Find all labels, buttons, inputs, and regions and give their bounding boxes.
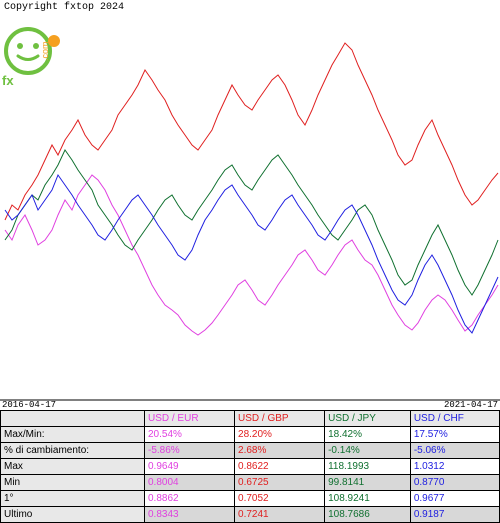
cell-usd_chf: 0.9187 [410, 507, 499, 523]
stats-table: USD / EUR USD / GBP USD / JPY USD / CHF … [0, 410, 500, 523]
cell-usd_jpy: 18.42% [325, 427, 411, 443]
currency-chart: fx .com 2016-04-17 2021-04-17 [0, 15, 500, 410]
table-row: Max/Min:20.54%28.20%18.42%17.57% [1, 427, 500, 443]
cell-usd_chf: 0.9677 [410, 491, 499, 507]
x-axis: 2016-04-17 2021-04-17 [0, 400, 500, 410]
header-usd-gbp: USD / GBP [235, 411, 325, 427]
cell-usd_eur: 0.8343 [144, 507, 234, 523]
x-end-label: 2021-04-17 [444, 400, 498, 410]
cell-usd_eur: 0.9649 [144, 459, 234, 475]
header-usd-eur: USD / EUR [144, 411, 234, 427]
cell-usd_gbp: 28.20% [235, 427, 325, 443]
cell-usd_eur: 0.8862 [144, 491, 234, 507]
row-label: Max [1, 459, 145, 475]
cell-usd_eur: 0.8004 [144, 475, 234, 491]
series-usd_eur [5, 175, 498, 335]
cell-usd_gbp: 0.6725 [235, 475, 325, 491]
cell-usd_gbp: 2.68% [235, 443, 325, 459]
series-usd_chf [5, 175, 498, 333]
cell-usd_jpy: 99.8141 [325, 475, 411, 491]
cell-usd_jpy: 118.1993 [325, 459, 411, 475]
table-row: 1°0.88620.7052108.92410.9677 [1, 491, 500, 507]
cell-usd_jpy: 108.7686 [325, 507, 411, 523]
chart-svg [0, 15, 500, 410]
cell-usd_eur: 20.54% [144, 427, 234, 443]
header-empty [1, 411, 145, 427]
row-label: % di cambiamento: [1, 443, 145, 459]
x-start-label: 2016-04-17 [2, 400, 56, 410]
table-header-row: USD / EUR USD / GBP USD / JPY USD / CHF [1, 411, 500, 427]
cell-usd_chf: 1.0312 [410, 459, 499, 475]
table-row: % di cambiamento:-5.86%2.68%-0.14%-5.06% [1, 443, 500, 459]
copyright-text: Copyright fxtop 2024 [0, 0, 500, 15]
row-label: 1° [1, 491, 145, 507]
cell-usd_chf: 0.8770 [410, 475, 499, 491]
cell-usd_gbp: 0.8622 [235, 459, 325, 475]
cell-usd_gbp: 0.7241 [235, 507, 325, 523]
cell-usd_jpy: 108.9241 [325, 491, 411, 507]
table-row: Min0.80040.672599.81410.8770 [1, 475, 500, 491]
cell-usd_jpy: -0.14% [325, 443, 411, 459]
table-row: Max0.96490.8622118.19931.0312 [1, 459, 500, 475]
table-row: Ultimo0.83430.7241108.76860.9187 [1, 507, 500, 523]
row-label: Ultimo [1, 507, 145, 523]
series-usd_jpy [5, 150, 498, 295]
cell-usd_gbp: 0.7052 [235, 491, 325, 507]
header-usd-chf: USD / CHF [410, 411, 499, 427]
cell-usd_eur: -5.86% [144, 443, 234, 459]
cell-usd_chf: -5.06% [410, 443, 499, 459]
row-label: Min [1, 475, 145, 491]
row-label: Max/Min: [1, 427, 145, 443]
header-usd-jpy: USD / JPY [325, 411, 411, 427]
cell-usd_chf: 17.57% [410, 427, 499, 443]
